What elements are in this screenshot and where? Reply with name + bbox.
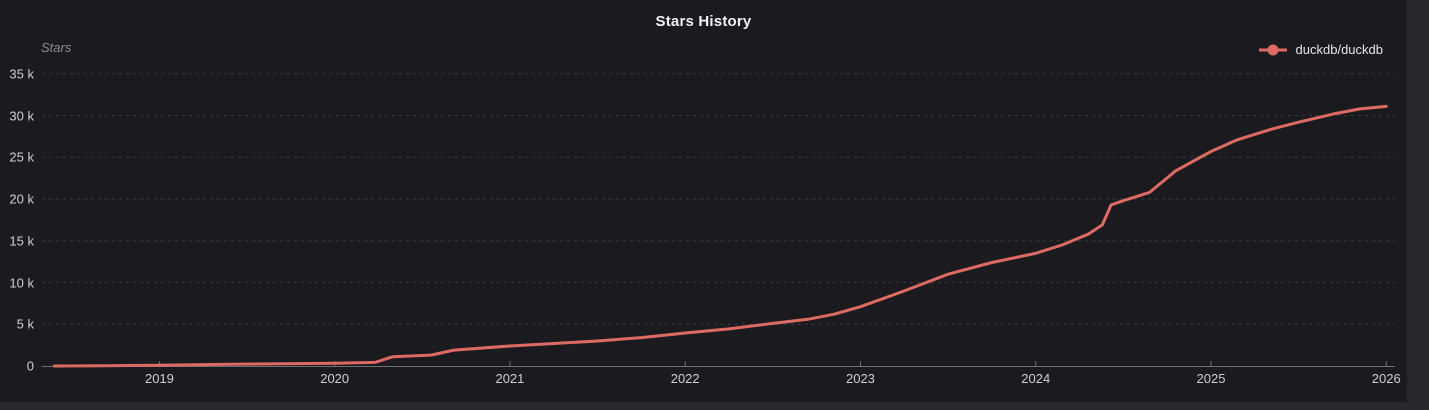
x-tick-label: 2024	[1021, 371, 1051, 386]
series-line-duckdb-duckdb[interactable]	[52, 104, 1388, 368]
y-tick-label: 0	[26, 358, 34, 374]
y-tick-label: 10 k	[9, 275, 34, 291]
x-tick-label: 2025	[1196, 371, 1226, 386]
y-tick-label: 5 k	[16, 316, 34, 332]
chart-title: Stars History	[655, 13, 752, 30]
y-tick-label: 35 k	[9, 66, 34, 82]
legend-item-duckdb[interactable]: duckdb/duckdb	[1295, 42, 1383, 57]
x-tick-label: 2021	[495, 371, 525, 386]
legend-marker-dot	[1267, 44, 1279, 55]
x-tick-label: 2019	[144, 371, 174, 386]
y-tick-label: 25 k	[9, 149, 34, 165]
x-tick-label: 2022	[670, 371, 700, 386]
chart-panel: Stars History 0 5 k 10 k 15 k 20 k 25 k 30 k 35…	[0, 0, 1407, 402]
y-tick-label: 20 k	[9, 191, 34, 207]
x-tick-label: 2023	[845, 371, 875, 386]
y-axis-title: Stars	[41, 40, 72, 55]
y-tick-label: 15 k	[9, 233, 34, 249]
y-tick-label: 30 k	[9, 108, 34, 124]
legend-line-marker-icon	[1258, 44, 1288, 56]
x-tick-label: 2020	[320, 371, 350, 386]
legend: duckdb/duckdb	[1258, 42, 1383, 57]
x-tick-label: 2026	[1371, 371, 1401, 386]
chart-canvas[interactable]	[0, 0, 1407, 402]
